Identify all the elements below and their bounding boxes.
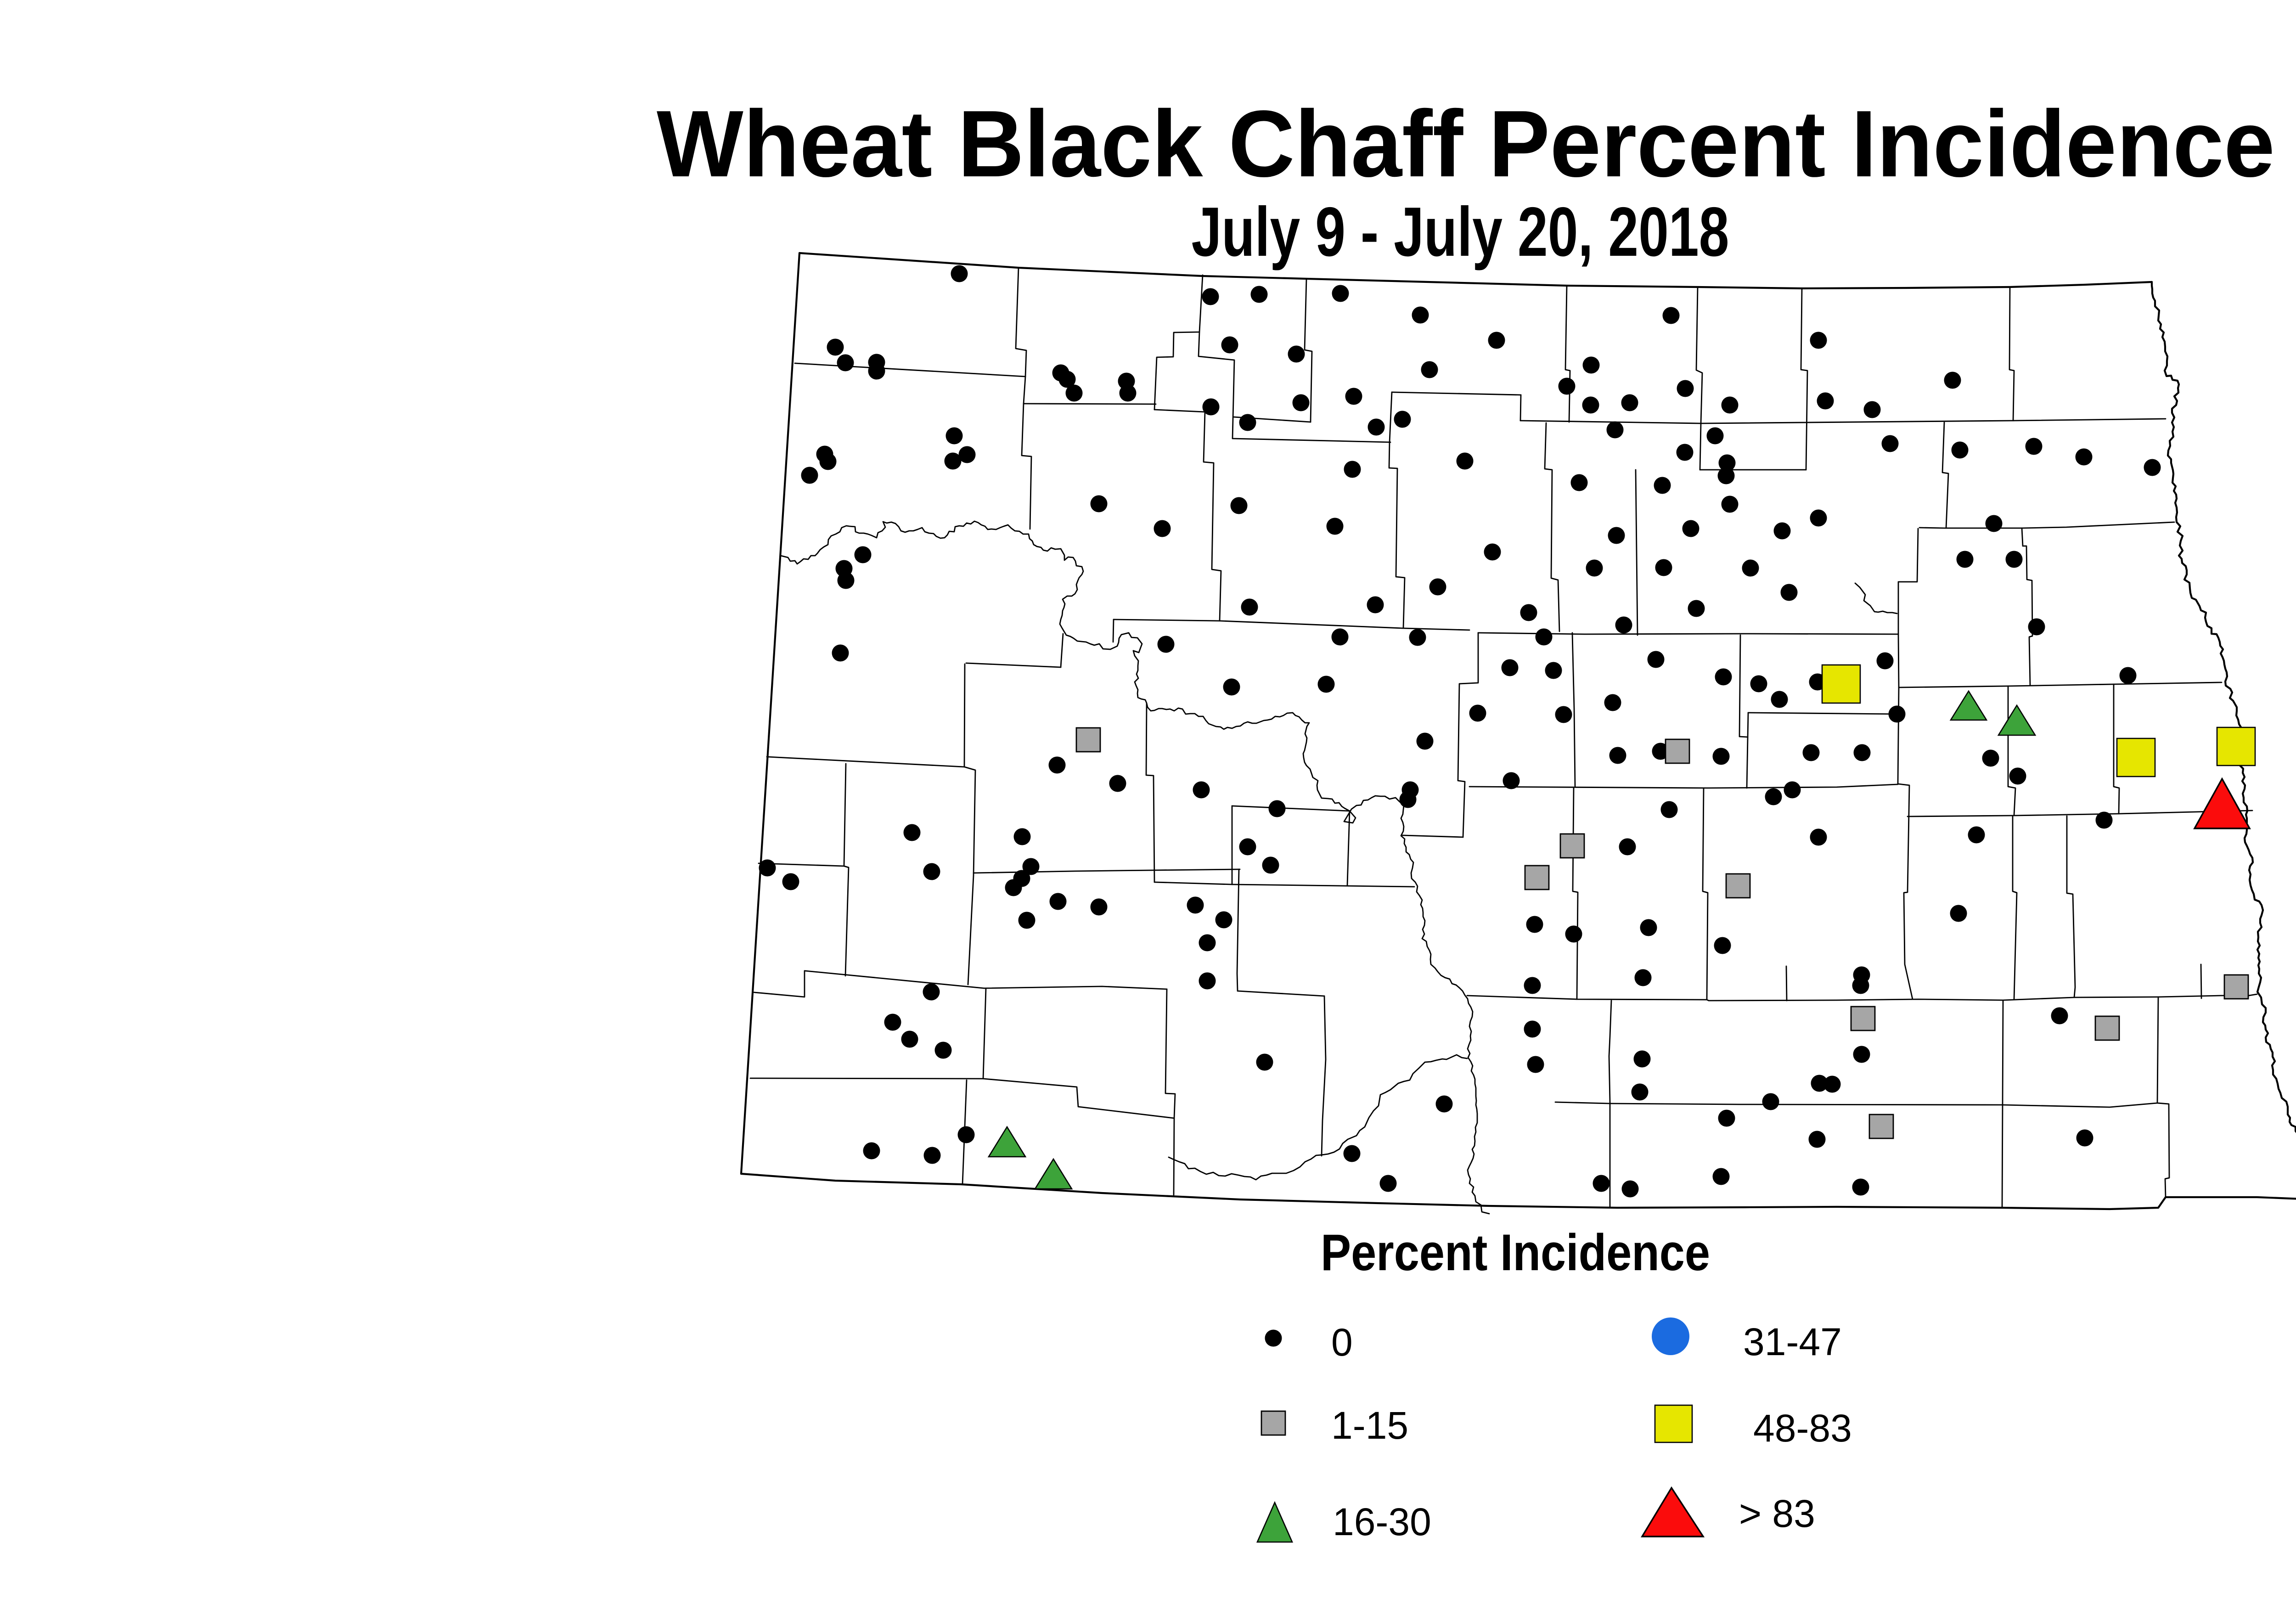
svg-text:0: 0 [1331, 1321, 1353, 1364]
svg-text:48-83: 48-83 [1753, 1407, 1852, 1450]
svg-text:> 83: > 83 [1739, 1492, 1815, 1535]
svg-text:July 9 - July 20, 2018: July 9 - July 20, 2018 [1192, 193, 1729, 271]
svg-text:31-47: 31-47 [1743, 1320, 1842, 1363]
svg-text:Wheat Black Chaff Percent Inci: Wheat Black Chaff Percent Incidence [657, 91, 2275, 197]
svg-text:16-30: 16-30 [1333, 1500, 1431, 1543]
svg-text:Percent Incidence: Percent Incidence [1321, 1224, 1710, 1281]
svg-text:1-15: 1-15 [1331, 1404, 1408, 1447]
